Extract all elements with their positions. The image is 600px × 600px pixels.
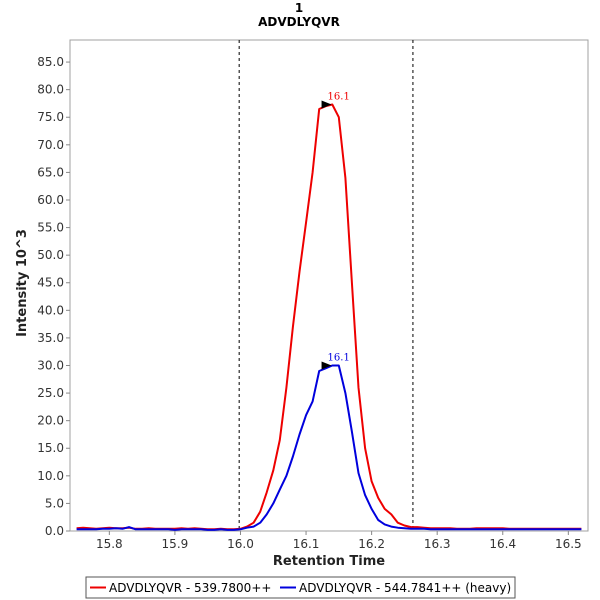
- y-tick-label: 45.0: [37, 276, 64, 290]
- legend-entry-heavy: ADVDLYQVR - 544.7841++ (heavy): [299, 581, 511, 595]
- y-axis-label: Intensity 10^3: [15, 229, 30, 337]
- y-tick-label: 10.0: [37, 469, 64, 483]
- legend-entry-light: ADVDLYQVR - 539.7800++: [109, 581, 271, 595]
- peak-label: 16.1: [328, 92, 350, 103]
- plot-area: [69, 39, 589, 532]
- y-tick-label: 80.0: [37, 83, 64, 97]
- x-tick-label: 16.2: [358, 537, 385, 551]
- x-tick-label: 16.4: [489, 537, 516, 551]
- legend: ADVDLYQVR - 539.7800++ ADVDLYQVR - 544.7…: [85, 576, 516, 599]
- x-tick-label: 15.9: [162, 537, 189, 551]
- x-tick-label: 16.1: [293, 537, 320, 551]
- x-tick-label: 16.5: [555, 537, 582, 551]
- integration-boundaries: [238, 40, 414, 531]
- y-tick-label: 65.0: [37, 165, 64, 179]
- x-axis-label: Retention Time: [273, 554, 385, 569]
- chart-title: 1: [295, 1, 303, 15]
- y-tick-label: 75.0: [37, 110, 64, 124]
- y-tick-label: 15.0: [37, 441, 64, 455]
- y-tick-label: 40.0: [37, 303, 64, 317]
- y-tick-label: 70.0: [37, 138, 64, 152]
- series-line-heavy: [76, 364, 582, 531]
- y-tick-label: 30.0: [37, 358, 64, 372]
- y-tick-label: 35.0: [37, 331, 64, 345]
- chart-subtitle: ADVDLYQVR: [258, 15, 340, 29]
- y-tick-label: 0.0: [45, 524, 64, 538]
- y-tick-label: 85.0: [37, 55, 64, 69]
- y-tick-label: 50.0: [37, 248, 64, 262]
- peak-marker: [321, 100, 332, 109]
- x-tick-label: 15.8: [96, 537, 123, 551]
- y-tick-label: 20.0: [37, 414, 64, 428]
- peak-markers: 16.1 16.1: [321, 92, 350, 370]
- x-tick-label: 16.3: [424, 537, 451, 551]
- x-axis: 15.8 15.9 16.0 16.1 16.2 16.3 16.4 16.5: [96, 531, 582, 551]
- y-axis: 0.0 5.0 10.0 15.0 20.0 25.0 30.0 35.0 40.0 45.0 50…: [37, 55, 70, 538]
- peak-marker: [321, 361, 332, 370]
- y-tick-label: 25.0: [37, 386, 64, 400]
- peak-label: 16.1: [328, 352, 350, 363]
- y-tick-label: 60.0: [37, 193, 64, 207]
- x-tick-label: 16.0: [227, 537, 254, 551]
- y-tick-label: 55.0: [37, 221, 64, 235]
- y-tick-label: 5.0: [45, 496, 64, 510]
- legend-box: [85, 576, 516, 599]
